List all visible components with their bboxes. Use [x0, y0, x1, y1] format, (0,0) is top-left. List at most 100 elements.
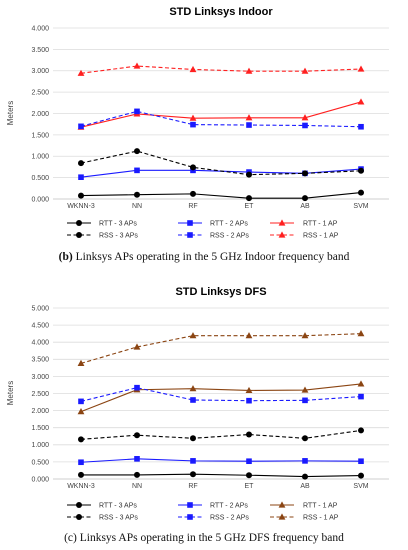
y-tick-label: 4.500 [31, 323, 49, 330]
data-point [134, 167, 140, 174]
data-point [302, 435, 308, 442]
chart-title: STD Linksys Indoor [169, 6, 273, 18]
legend-label: RTT - 2 APs [210, 503, 248, 510]
legend-label: RTT - 2 APs [210, 221, 248, 228]
series-line [80, 387, 362, 402]
legend-marker [76, 502, 82, 508]
legend-label: RTT - 1 AP [303, 503, 338, 510]
data-point [134, 432, 140, 439]
caption-b: (b) Linksys APs operating in the 5 GHz I… [0, 251, 408, 263]
series-line [80, 101, 362, 128]
legend-label: RSS - 3 APs [99, 515, 138, 522]
y-tick-label: 0.500 [31, 459, 49, 466]
y-tick-label: 0.000 [31, 476, 49, 483]
y-tick-label: 1.000 [31, 154, 49, 161]
y-tick-label: 1.500 [31, 425, 49, 432]
legend-label: RTT - 3 APs [99, 221, 137, 228]
data-point [78, 123, 84, 130]
data-point [302, 195, 308, 202]
data-point [189, 332, 197, 339]
data-point [78, 436, 84, 443]
legend-marker [187, 220, 193, 226]
legend-label: RSS - 1 AP [303, 233, 339, 240]
legend-label: RSS - 2 APs [210, 233, 249, 240]
y-tick-label: 3.500 [31, 47, 49, 54]
x-tick-label: SVM [353, 483, 368, 490]
data-point [245, 67, 253, 74]
x-tick-label: NN [132, 483, 142, 490]
data-point [301, 114, 309, 121]
series-line [80, 333, 362, 364]
data-point [190, 190, 196, 197]
series-line [81, 473, 362, 478]
data-point [246, 195, 252, 202]
series-line [80, 429, 362, 440]
data-point [358, 427, 364, 434]
data-point [190, 435, 196, 442]
caption-c: (c) Linksys APs operating in the 5 GHz D… [0, 532, 408, 544]
data-point [301, 332, 309, 339]
data-point [358, 167, 364, 174]
data-point [78, 471, 84, 478]
data-point [190, 164, 196, 171]
y-tick-label: 1.000 [31, 442, 49, 449]
data-point [134, 471, 140, 478]
y-tick-label: 3.500 [31, 357, 49, 364]
x-tick-label: WKNN-3 [67, 483, 95, 490]
y-tick-label: 2.000 [31, 408, 49, 415]
legend-marker [76, 232, 82, 238]
data-point [78, 160, 84, 167]
y-tick-label: 3.000 [31, 68, 49, 75]
x-tick-label: RF [188, 483, 197, 490]
y-tick-label: 4.000 [31, 340, 49, 347]
data-point [246, 397, 252, 404]
data-point [134, 456, 140, 462]
data-point [245, 386, 253, 394]
legend-marker [278, 219, 286, 226]
legend-marker [76, 220, 82, 226]
chart-title: STD Linksys DFS [175, 286, 266, 298]
data-point [301, 386, 309, 393]
data-point [189, 385, 197, 392]
data-point [357, 65, 365, 72]
legend-marker [187, 232, 193, 238]
y-tick-label: 5.000 [31, 305, 49, 312]
data-point [190, 471, 196, 478]
legend-label: RSS - 2 APs [210, 515, 249, 522]
data-point [246, 458, 252, 465]
y-axis-label: Meters [6, 381, 15, 405]
series-line [80, 110, 362, 128]
x-tick-label: ET [245, 483, 255, 490]
data-point [358, 393, 364, 400]
data-point [302, 397, 308, 404]
data-point [302, 170, 308, 177]
legend-label: RTT - 1 AP [303, 221, 338, 228]
series-line [80, 383, 362, 413]
series-line [80, 65, 362, 74]
y-tick-label: 0.000 [31, 196, 49, 203]
caption-b-label: (b) [58, 251, 73, 263]
data-point [77, 408, 85, 415]
data-point [133, 343, 141, 350]
y-tick-label: 4.000 [31, 25, 49, 32]
data-point [246, 472, 252, 479]
data-point [78, 398, 84, 405]
y-tick-label: 0.500 [31, 175, 49, 182]
data-point [358, 472, 364, 479]
data-point [246, 171, 252, 178]
data-point [302, 122, 308, 129]
x-tick-label: RF [188, 203, 197, 210]
data-point [357, 380, 365, 387]
legend-marker [187, 514, 193, 520]
data-point [302, 458, 308, 464]
y-tick-label: 2.500 [31, 391, 49, 398]
caption-c-label: (c) [64, 532, 77, 544]
legend-marker [187, 502, 193, 508]
data-point [190, 121, 196, 128]
data-point [78, 459, 84, 466]
x-tick-label: NN [132, 203, 142, 210]
data-point [245, 114, 253, 121]
data-point [78, 192, 84, 199]
legend-label: RSS - 3 APs [99, 233, 138, 240]
chart-2: STD Linksys DFS 0.000 0.500 1.000 1.500 2.000… [6, 286, 389, 522]
